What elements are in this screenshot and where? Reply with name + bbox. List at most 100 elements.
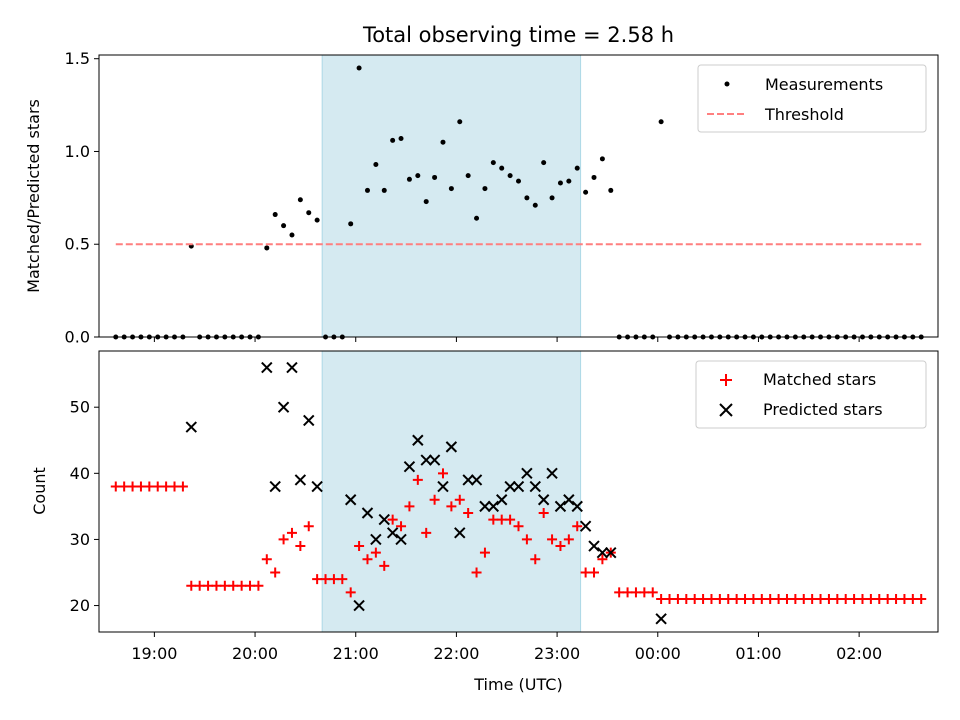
data-point-predicted <box>395 533 407 546</box>
data-point <box>516 178 521 184</box>
data-point-matched <box>177 481 188 492</box>
data-point-matched <box>807 593 818 604</box>
data-point <box>297 197 303 203</box>
y-ticks: 0.0 0.5 1.0 1.5 <box>65 49 99 347</box>
data-point-matched <box>899 593 910 604</box>
x-tick-label: 22:00 <box>433 644 479 663</box>
data-point-matched <box>815 593 826 604</box>
data-point-matched <box>144 481 155 492</box>
data-point <box>599 156 605 162</box>
data-point-matched <box>219 580 230 591</box>
y-tick-label: 30 <box>70 530 90 549</box>
data-point-predicted <box>454 527 466 539</box>
data-point <box>348 221 354 227</box>
data-point-predicted <box>286 361 298 374</box>
legend-label-threshold: Threshold <box>764 105 844 124</box>
data-point-matched <box>370 547 381 558</box>
y-tick-label: 40 <box>70 464 90 483</box>
data-point <box>415 173 421 179</box>
data-point-matched <box>647 587 658 598</box>
data-point <box>499 165 505 171</box>
data-point <box>465 173 471 179</box>
data-point-matched <box>849 593 860 604</box>
data-point-predicted <box>361 507 374 519</box>
data-point-matched <box>630 587 641 598</box>
data-point-predicted <box>445 441 458 453</box>
data-point-matched <box>689 593 700 604</box>
x-tick-label: 00:00 <box>635 644 681 663</box>
data-point-matched <box>723 593 734 604</box>
data-point-predicted <box>512 480 525 493</box>
legend: Measurements Threshold <box>697 64 927 133</box>
data-point-matched <box>437 468 448 479</box>
data-point-matched <box>303 521 314 532</box>
data-point-matched <box>790 593 801 604</box>
data-point-predicted <box>546 467 558 480</box>
data-point <box>524 195 530 201</box>
top-panel: 0.0 0.5 1.0 1.5 Total observing time = 2.58… <box>24 23 939 347</box>
legend-label-matched: Matched stars <box>763 370 876 389</box>
data-point <box>541 160 547 166</box>
data-point <box>583 189 589 195</box>
data-point-matched <box>194 580 205 591</box>
x-icon <box>719 403 733 417</box>
data-point <box>364 187 370 193</box>
data-point-matched <box>589 567 600 578</box>
data-point-predicted <box>412 434 424 446</box>
data-point-matched <box>337 574 348 585</box>
data-point-predicted <box>277 401 290 413</box>
data-point <box>398 135 404 141</box>
data-point-predicted <box>353 599 365 612</box>
data-point <box>314 217 320 223</box>
data-point-matched <box>672 593 683 604</box>
data-point-matched <box>756 593 767 604</box>
data-point-matched <box>446 501 457 512</box>
data-point-matched <box>412 474 423 485</box>
data-point <box>474 215 480 221</box>
data-point-matched <box>857 593 868 604</box>
data-point-matched <box>286 527 297 538</box>
data-point-predicted <box>563 494 575 506</box>
data-point-matched <box>781 593 792 604</box>
legend-box <box>697 64 927 133</box>
chart-title: Total observing time = 2.58 h <box>362 23 674 47</box>
data-point-matched <box>454 494 465 505</box>
data-point-predicted <box>261 361 273 374</box>
data-point-predicted <box>529 480 541 493</box>
data-point-predicted <box>370 533 382 546</box>
data-point-predicted <box>269 480 281 493</box>
legend-box <box>695 360 927 429</box>
data-point <box>356 65 362 71</box>
data-point-matched <box>505 514 516 525</box>
y-tick-label: 1.0 <box>65 142 90 161</box>
y-tick-label: 50 <box>70 398 90 417</box>
data-point-matched <box>471 567 482 578</box>
data-point-matched <box>488 514 499 525</box>
data-point-predicted <box>311 480 323 493</box>
data-point <box>591 174 597 180</box>
data-point-predicted <box>428 454 441 466</box>
data-point-matched <box>320 574 331 585</box>
x-tick-label: 02:00 <box>836 644 882 663</box>
data-point-matched <box>656 593 667 604</box>
data-point-matched <box>261 554 272 565</box>
y-tick-label: 1.5 <box>65 49 90 68</box>
data-point-matched <box>530 554 541 565</box>
data-point-matched <box>907 593 918 604</box>
data-point-matched <box>228 580 239 591</box>
y-tick-label: 20 <box>70 596 90 615</box>
data-point-matched <box>169 481 180 492</box>
legend-marker-measurements <box>724 81 730 87</box>
data-point <box>448 186 454 192</box>
data-point-matched <box>731 593 742 604</box>
data-point <box>432 174 438 180</box>
data-point-matched <box>236 580 247 591</box>
legend-label-predicted: Predicted stars <box>763 400 883 419</box>
data-point-matched <box>840 593 851 604</box>
x-tick-label: 19:00 <box>131 644 177 663</box>
data-point-matched <box>345 587 356 598</box>
data-point-matched <box>765 593 776 604</box>
highlight-span <box>321 350 582 633</box>
data-point-predicted <box>420 454 432 466</box>
data-point-matched <box>429 494 440 505</box>
